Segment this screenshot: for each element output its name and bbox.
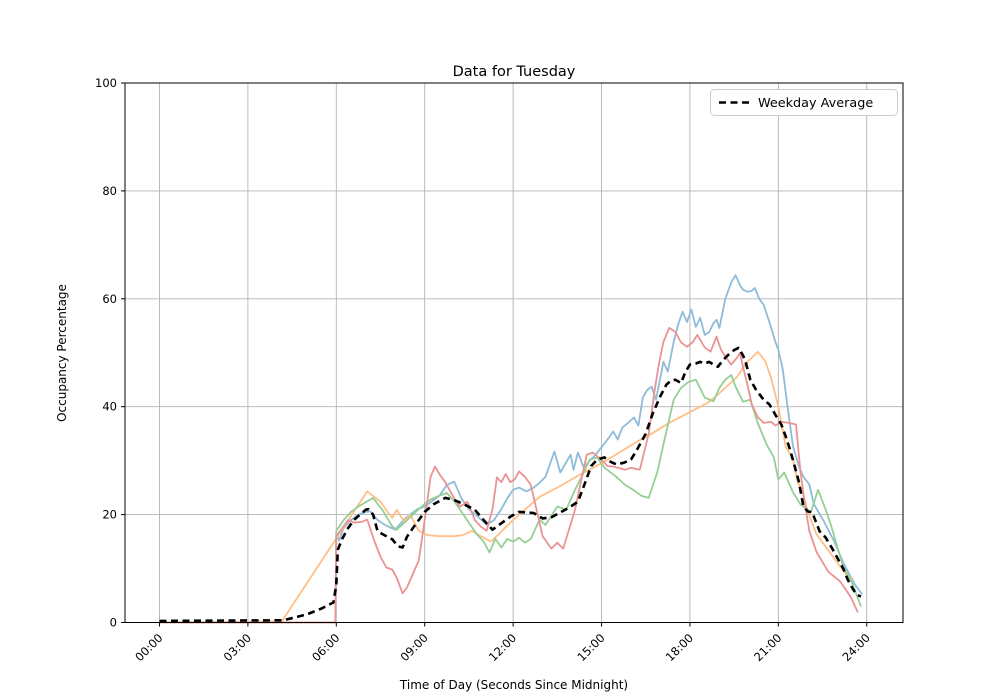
- chart-line-series_red: [159, 326, 859, 624]
- x-tick-label: 12:00: [486, 631, 519, 664]
- x-tick-label: 03:00: [221, 631, 254, 664]
- y-tick-label: 60: [102, 292, 117, 306]
- chart-title: Data for Tuesday: [453, 64, 576, 80]
- legend: Weekday Average: [710, 89, 898, 116]
- y-tick-label: 20: [102, 508, 117, 522]
- y-axis-label: Occupancy Percentage: [55, 284, 69, 422]
- y-tick-label: 0: [110, 616, 117, 630]
- x-axis-label: Time of Day (Seconds Since Midnight): [399, 678, 628, 692]
- y-tick-label: 80: [102, 184, 117, 198]
- legend-label: Weekday Average: [758, 96, 873, 111]
- legend-box: [710, 89, 898, 116]
- x-tick-label: 24:00: [840, 631, 873, 664]
- x-tick-label: 15:00: [574, 631, 607, 664]
- x-tick-label: 00:00: [132, 631, 165, 664]
- chart-line-series_blue: [159, 274, 864, 624]
- x-tick-label: 18:00: [663, 631, 696, 664]
- chart-line-weekday_average: [159, 346, 862, 623]
- x-tick-label: 21:00: [751, 631, 784, 664]
- y-tick-label: 100: [95, 76, 117, 90]
- y-tick-label: 40: [102, 400, 117, 414]
- chart-line-series_green: [159, 373, 862, 624]
- x-tick-label: 06:00: [309, 631, 342, 664]
- plot-border: [124, 82, 904, 623]
- x-tick-label: 09:00: [397, 631, 430, 664]
